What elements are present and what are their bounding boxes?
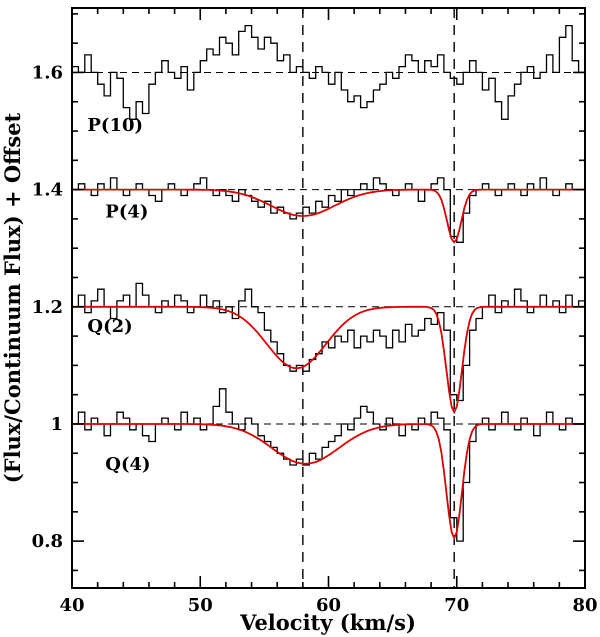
y-tick-label: 1.2 — [32, 297, 63, 318]
x-axis-title: Velocity (km/s) — [239, 610, 416, 635]
histogram-Q(2) — [72, 282, 585, 402]
fit-curve-Q(2) — [72, 305, 585, 415]
y-tick-label: 1.6 — [32, 62, 63, 83]
spectrum-label: Q(4) — [105, 454, 150, 475]
spectrum-Q(4): Q(4) — [72, 388, 585, 542]
spectrum-label: P(10) — [87, 115, 143, 136]
spectrum-label: Q(2) — [87, 316, 132, 337]
spectrum-P(4): P(4) — [72, 177, 585, 244]
spectrum-Q(2): Q(2) — [72, 282, 585, 415]
x-tick-label: 40 — [59, 595, 84, 616]
spectrum-P(10): P(10) — [72, 24, 585, 136]
fit-curve-P(4) — [72, 188, 585, 244]
x-tick-label: 80 — [572, 595, 597, 616]
histogram-P(10) — [72, 24, 585, 120]
spectrum-label: P(4) — [105, 202, 148, 223]
y-tick-label: 1.4 — [32, 180, 63, 201]
y-axis-title: (Flux/Continuum Flux) + Offset — [0, 112, 25, 483]
histogram-P(4) — [72, 177, 585, 243]
x-tick-label: 60 — [316, 595, 341, 616]
y-tick-label: 0.8 — [32, 531, 63, 552]
plot-layers: P(10) P(4) Q(2) Q(4) 40 50 60 70 80 0.8 1 1.2 1.4 1.6 — [32, 7, 598, 616]
x-tick-label: 70 — [444, 595, 469, 616]
fit-curve-Q(4) — [72, 423, 585, 541]
x-tick-label: 50 — [188, 595, 213, 616]
y-tick-label: 1 — [50, 414, 63, 435]
